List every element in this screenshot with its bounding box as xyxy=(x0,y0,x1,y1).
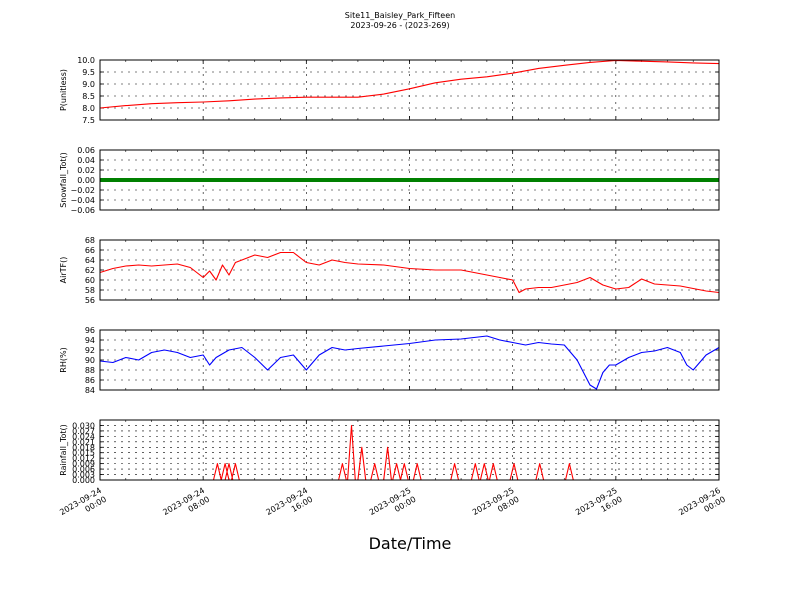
airtf-ytick-label: 68 xyxy=(85,236,95,245)
p-unitless-ylabel: P(unitless) xyxy=(59,69,68,111)
airtf-ytick-label: 56 xyxy=(85,296,95,305)
rainfall-ylabel: Rainfall_Tot() xyxy=(59,424,68,476)
rainfall-ytick-label: 0.018 xyxy=(72,443,95,452)
rainfall-ytick-label: 0.021 xyxy=(72,438,95,447)
airtf-ytick-label: 58 xyxy=(85,286,95,295)
x-tick-label: 2023-09-2400:00 xyxy=(58,486,108,526)
rainfall-ytick-label: 0.030 xyxy=(72,421,95,430)
chart-title: Site11_Baisley_Park_Fifteen xyxy=(344,11,456,20)
airtf-axes-frame xyxy=(99,239,720,301)
rainfall-axes-frame xyxy=(99,419,720,481)
p-unitless-ytick-label: 10.0 xyxy=(77,56,95,65)
x-tick-label: 2023-09-2516:00 xyxy=(574,486,624,526)
rh-ytick-label: 92 xyxy=(85,346,95,355)
rh-ytick-label: 94 xyxy=(85,336,95,345)
rh-ytick-label: 84 xyxy=(85,386,95,395)
rainfall-ytick-label: 0.024 xyxy=(72,432,95,441)
rainfall-ytick-label: 0.003 xyxy=(72,471,95,480)
rh-ytick-label: 90 xyxy=(85,356,95,365)
chart-subtitle: 2023-09-26 - (2023-269) xyxy=(350,21,450,30)
airtf-ytick-label: 64 xyxy=(85,256,95,265)
p-unitless-ytick-label: 7.5 xyxy=(82,116,95,125)
rainfall-ytick-label: 0.009 xyxy=(72,460,95,469)
rainfall-ytick-label: 0.012 xyxy=(72,454,95,463)
airtf-ytick-label: 62 xyxy=(85,266,95,275)
x-tick-label: 2023-09-2508:00 xyxy=(471,486,521,526)
snowfall-ytick-label: 0.02 xyxy=(77,166,95,175)
airtf-ylabel: AirTF() xyxy=(59,257,68,284)
x-tick-label: 2023-09-2416:00 xyxy=(265,486,315,526)
rainfall-ytick-label: 0.006 xyxy=(72,465,95,474)
snowfall-ylabel: Snowfall_Tot() xyxy=(59,152,68,208)
x-tick-label: 2023-09-2600:00 xyxy=(677,486,727,526)
rh-axes-frame xyxy=(99,329,720,391)
airtf-ytick-label: 60 xyxy=(85,276,95,285)
airtf-ytick-label: 66 xyxy=(85,246,95,255)
snowfall-ytick-label: 0.06 xyxy=(77,146,95,155)
p-unitless-ytick-label: 9.5 xyxy=(82,68,95,77)
x-tick-label: 2023-09-2500:00 xyxy=(368,486,418,526)
x-axis-label: Date/Time xyxy=(368,534,452,553)
rh-ylabel: RH(%) xyxy=(59,347,68,372)
rh-ytick-label: 86 xyxy=(85,376,95,385)
p-unitless-ytick-label: 8.0 xyxy=(82,104,95,113)
p-unitless-axes-frame xyxy=(99,59,720,121)
rainfall-ytick-label: 0.015 xyxy=(72,449,95,458)
x-tick-label: 2023-09-2408:00 xyxy=(161,486,211,526)
snowfall-ytick-label: 0.04 xyxy=(77,156,95,165)
p-unitless-ytick-label: 8.5 xyxy=(82,92,95,101)
rainfall-ytick-label: 0.000 xyxy=(72,476,95,485)
snowfall-ytick-label: −0.06 xyxy=(70,206,95,215)
rh-ytick-label: 96 xyxy=(85,326,95,335)
rainfall-ytick-label: 0.027 xyxy=(72,427,95,436)
snowfall-ytick-label: 0.00 xyxy=(77,176,95,185)
snowfall-ytick-label: −0.02 xyxy=(70,186,95,195)
rh-series-line xyxy=(99,335,720,390)
p-unitless-ytick-label: 9.0 xyxy=(82,80,95,89)
rh-ytick-label: 88 xyxy=(85,366,95,375)
snowfall-ytick-label: −0.04 xyxy=(70,196,95,205)
snowfall-axes-frame xyxy=(99,149,720,211)
airtf-series-line xyxy=(99,251,720,294)
